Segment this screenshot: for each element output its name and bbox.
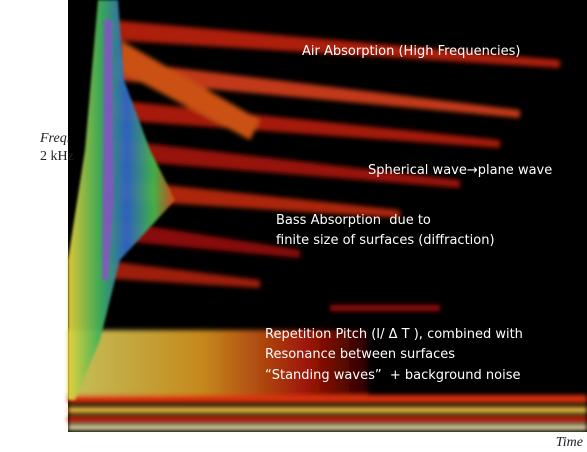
annotation: “Standing waves” + background noise: [265, 368, 520, 383]
annotation: finite size of surfaces (diffraction): [276, 233, 495, 248]
y-axis-label: Freq.: [39, 131, 70, 146]
annotation: Resonance between surfaces: [265, 347, 455, 362]
y-tick-label: 2 kHz: [40, 149, 74, 164]
annotation: Bass Absorption due to: [276, 213, 431, 228]
annotation: Repetition Pitch (I/ Δ T ), combined wit…: [265, 327, 523, 342]
annotation: Spherical wave→plane wave: [368, 163, 552, 178]
annotation: Air Absorption (High Frequencies): [302, 44, 521, 59]
spectrogram: [68, 0, 587, 432]
x-axis-label: Time: [556, 435, 583, 450]
